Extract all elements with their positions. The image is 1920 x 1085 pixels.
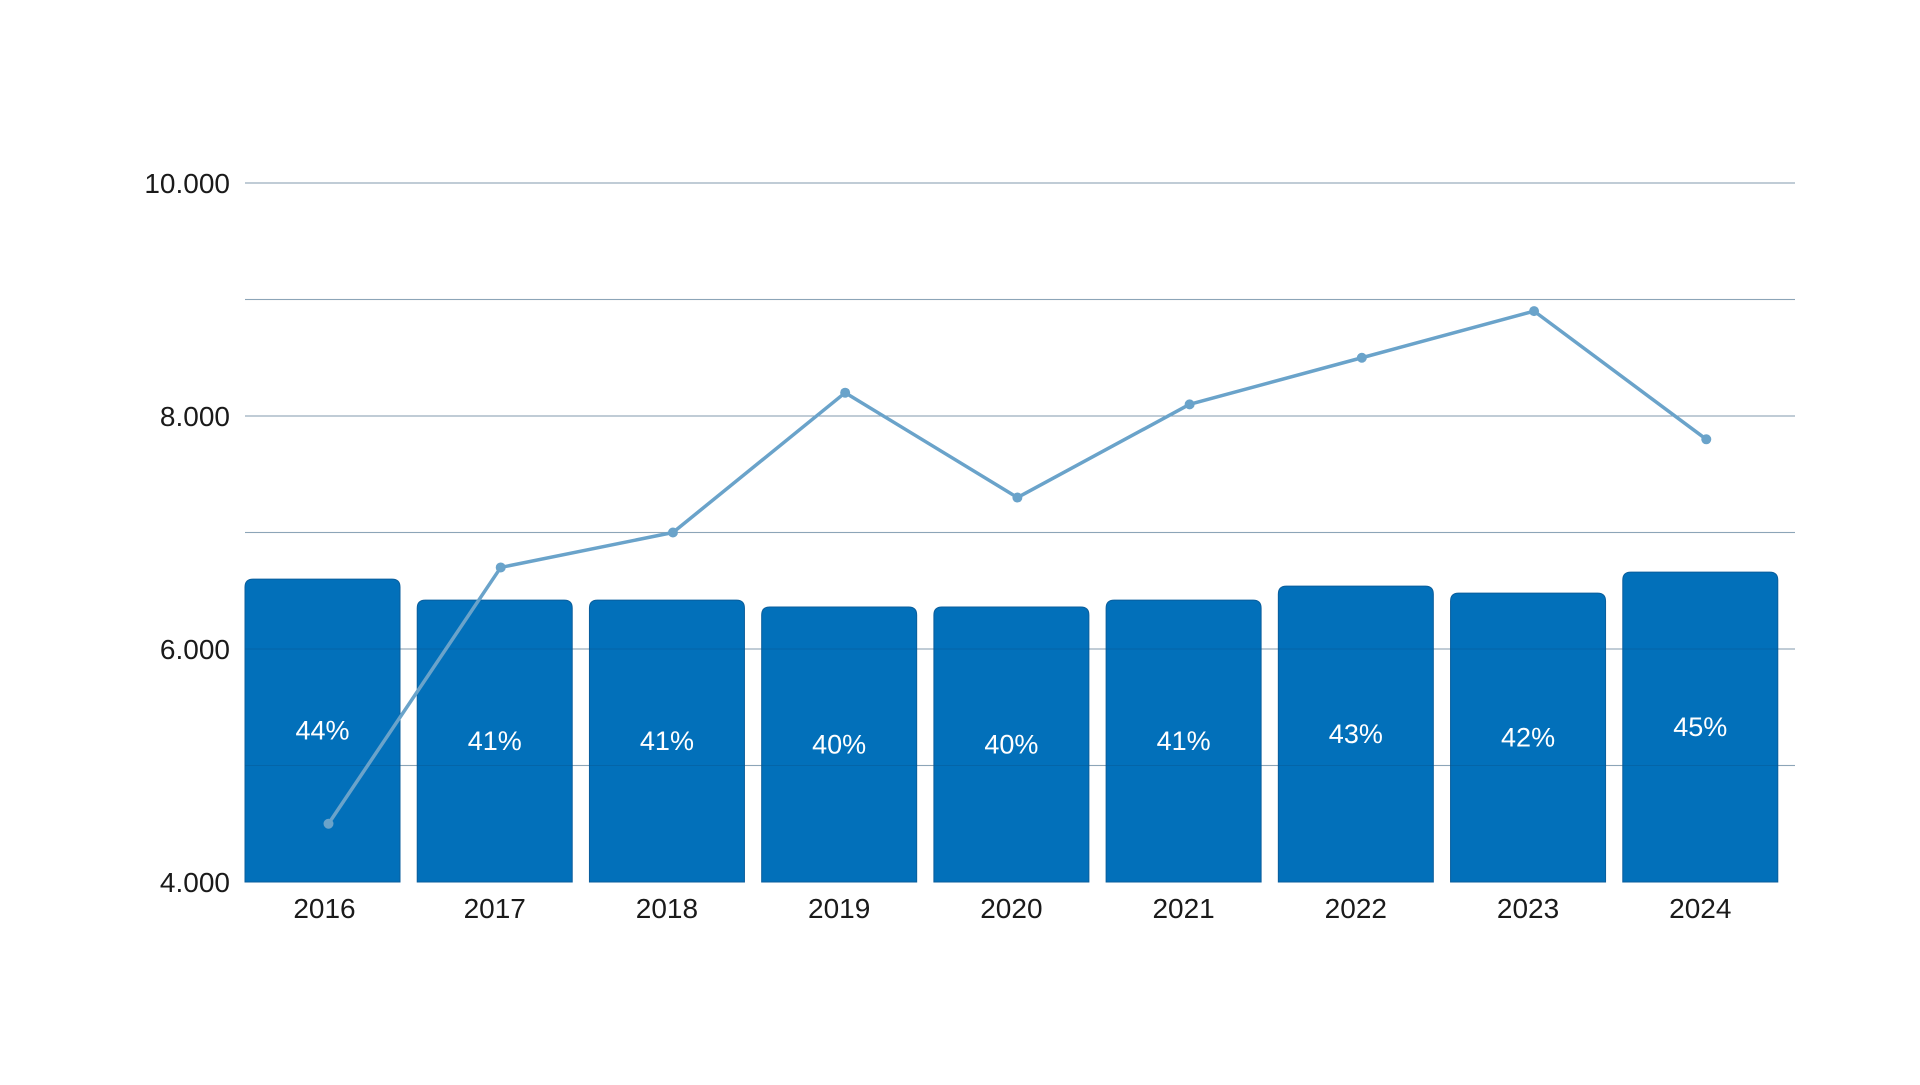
bar-label-2019: 40%: [812, 730, 866, 760]
line-point-2020: [1012, 492, 1023, 503]
line-point-2023: [1529, 306, 1540, 317]
bar-label-2018: 41%: [640, 726, 694, 756]
x-tick-label-2020: 2020: [980, 893, 1042, 924]
bar-2017: [416, 599, 573, 883]
x-tick-label-2021: 2021: [1152, 893, 1214, 924]
line-layer: [323, 306, 1712, 829]
x-tick-label-2018: 2018: [636, 893, 698, 924]
bar-2023: [1450, 592, 1607, 883]
bar-grid-overlay: [245, 182, 1795, 766]
line-point-2017: [495, 562, 506, 573]
bar-label-2020: 40%: [984, 730, 1038, 760]
x-tick-label-2024: 2024: [1669, 893, 1731, 924]
x-tick-label-2022: 2022: [1325, 893, 1387, 924]
x-tick-label-2017: 2017: [464, 893, 526, 924]
bar-2018: [588, 599, 745, 883]
x-tick-label-2023: 2023: [1497, 893, 1559, 924]
line-point-2016: [323, 818, 334, 829]
line-point-2021: [1184, 399, 1195, 410]
bar-label-2021: 41%: [1157, 726, 1211, 756]
bar-2019: [761, 606, 918, 883]
bar-layer: [244, 571, 1779, 883]
y-tick-label: 8.000: [160, 401, 230, 432]
x-tick-label-2019: 2019: [808, 893, 870, 924]
label-layer: 44% 41% 41% 40% 40% 41% 43% 42% 45%: [295, 712, 1727, 759]
bar-2024: [1622, 571, 1779, 883]
bar-label-2023: 42%: [1501, 723, 1555, 753]
bar-label-2022: 43%: [1329, 719, 1383, 749]
bar-2016: [244, 578, 401, 883]
line-point-2024: [1701, 434, 1712, 445]
x-tick-label-2016: 2016: [293, 893, 355, 924]
axis-layer: 4.000 6.000 8.000 10.000 2016 2017 2018 2019 202…: [144, 168, 1731, 924]
line-point-2019: [840, 387, 851, 398]
y-tick-label: 6.000: [160, 634, 230, 665]
bar-label-2017: 41%: [468, 726, 522, 756]
y-tick-label: 4.000: [160, 867, 230, 898]
bar-2020: [933, 606, 1090, 883]
bar-2021: [1105, 599, 1262, 883]
y-tick-label: 10.000: [144, 168, 230, 199]
line-point-2018: [667, 527, 678, 538]
bar-label-2016: 44%: [295, 716, 349, 746]
line-point-2022: [1356, 352, 1367, 363]
bar-2022: [1277, 585, 1434, 883]
bar-label-2024: 45%: [1673, 712, 1727, 742]
